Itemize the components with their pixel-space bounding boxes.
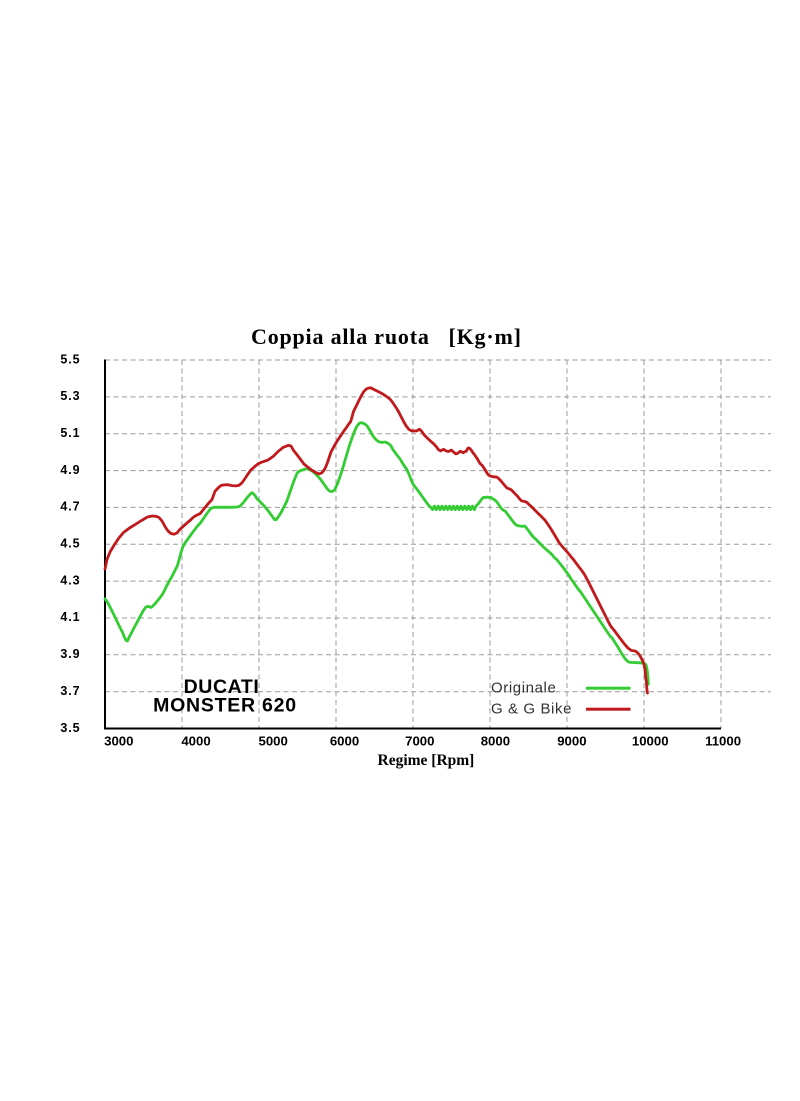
- svg-text:7000: 7000: [405, 734, 434, 749]
- svg-text:5000: 5000: [259, 734, 288, 749]
- svg-text:5.5: 5.5: [60, 352, 80, 366]
- svg-text:DUCATI: DUCATI: [184, 676, 260, 698]
- svg-text:11000: 11000: [705, 734, 741, 749]
- svg-text:4000: 4000: [181, 734, 210, 749]
- svg-text:3000: 3000: [104, 734, 133, 749]
- svg-text:8000: 8000: [481, 734, 510, 749]
- svg-text:3.5: 3.5: [60, 721, 80, 735]
- svg-text:4.9: 4.9: [60, 463, 80, 477]
- svg-text:Originale: Originale: [491, 680, 556, 697]
- svg-text:4.5: 4.5: [60, 537, 80, 551]
- svg-text:Coppia alla ruota [Kg·m]: Coppia alla ruota [Kg·m]: [251, 324, 522, 349]
- svg-text:4.1: 4.1: [60, 610, 80, 624]
- svg-text:9000: 9000: [557, 734, 586, 749]
- svg-text:Regime [Rpm]: Regime [Rpm]: [378, 752, 475, 769]
- svg-text:G & G Bike: G & G Bike: [491, 701, 572, 718]
- svg-text:3.7: 3.7: [60, 684, 80, 698]
- svg-text:3.9: 3.9: [60, 647, 80, 661]
- svg-text:MONSTER 620: MONSTER 620: [153, 695, 297, 717]
- svg-text:10000: 10000: [632, 734, 669, 749]
- svg-text:5.3: 5.3: [60, 389, 80, 403]
- svg-text:5.1: 5.1: [60, 426, 80, 440]
- svg-text:4.3: 4.3: [60, 573, 80, 587]
- svg-text:6000: 6000: [330, 734, 359, 749]
- svg-text:4.7: 4.7: [60, 500, 80, 514]
